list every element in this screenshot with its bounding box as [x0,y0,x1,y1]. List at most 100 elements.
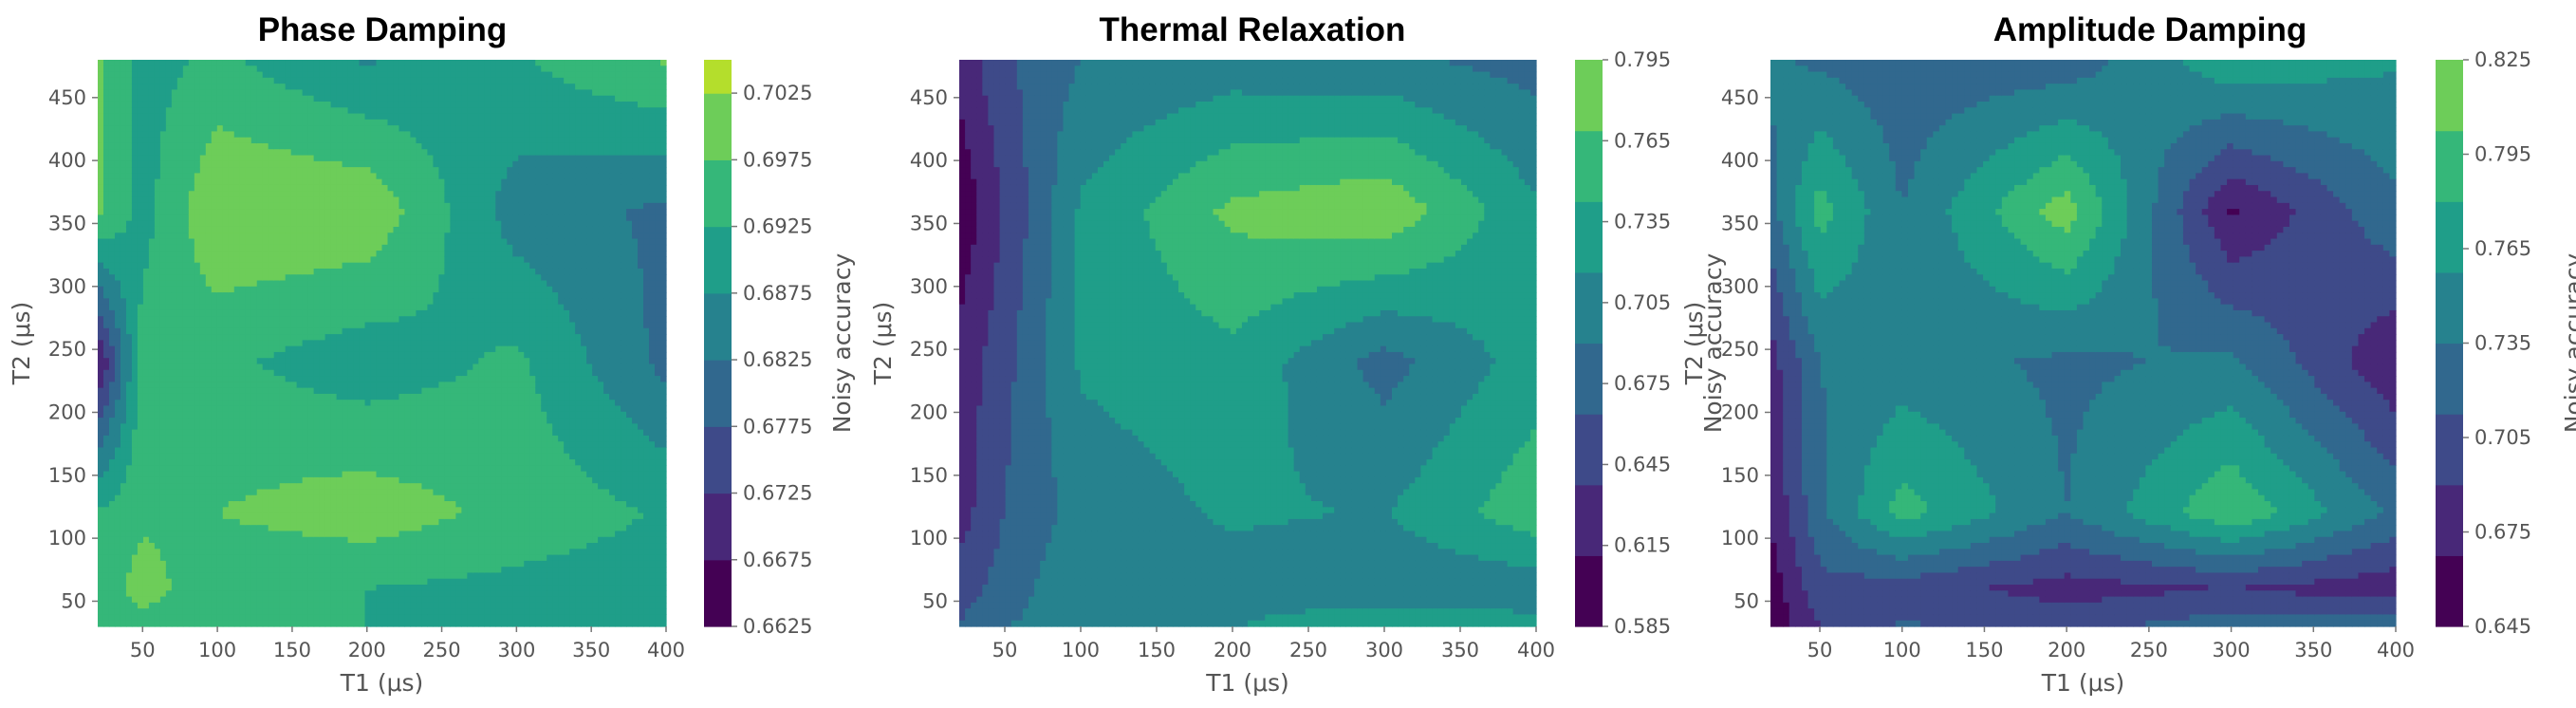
heatmap-cell [102,167,110,174]
heatmap-cell [194,280,201,288]
heatmap-cell [125,507,133,514]
heatmap-cell [159,178,167,186]
heatmap-cell [347,160,355,168]
heatmap-cell [307,327,315,335]
heatmap-cell [262,286,269,293]
heatmap-cell [324,77,332,84]
heatmap-cell [159,441,167,449]
heatmap-cell [182,518,190,526]
heatmap-cell [364,620,372,627]
heatmap-cell [148,590,156,598]
heatmap-cell [188,322,195,329]
heatmap-cell [290,405,298,413]
heatmap-cell [273,358,281,365]
heatmap-cell [381,518,389,526]
heatmap-cell [182,316,190,324]
heatmap-cell [279,512,287,520]
heatmap-cell [285,429,292,437]
heatmap-cell [307,411,315,419]
heatmap-cell [205,400,213,407]
heatmap-cell [165,65,173,73]
heatmap-cell [370,155,378,162]
heatmap-cell [262,184,269,192]
heatmap-cell [336,304,343,311]
heatmap-cell [188,507,195,514]
heatmap-cell [131,518,139,526]
heatmap-cell [330,554,338,562]
heatmap-cell [205,567,213,574]
heatmap-cell [114,585,121,591]
heatmap-cell [359,441,366,449]
heatmap-cell [256,280,264,288]
heatmap-cell [245,363,252,371]
heatmap-cell [176,233,184,240]
heatmap-cell [262,465,269,473]
heatmap-cell [285,536,292,544]
heatmap-cell [239,89,247,97]
heatmap-cell [250,471,258,478]
heatmap-cell [114,507,121,514]
heatmap-cell [336,369,343,377]
heatmap-cell [148,71,156,79]
heatmap-cell [205,387,213,395]
heatmap-cell [376,572,383,580]
heatmap-cell [102,536,110,544]
heatmap-cell [324,554,332,562]
heatmap-cell [273,387,281,395]
heatmap-cell [347,316,355,324]
heatmap-cell [296,95,304,102]
heatmap-cell [228,251,235,257]
heatmap-cell [250,95,258,102]
heatmap-cell [319,345,326,353]
heatmap-cell [131,298,139,306]
heatmap-cell [148,238,156,246]
heatmap-cell [114,602,121,609]
heatmap-cell [250,65,258,73]
heatmap-cell [188,405,195,413]
heatmap-cell [102,525,110,532]
heatmap-cell [205,226,213,233]
heatmap-cell [114,304,121,311]
heatmap-cell [370,507,378,514]
heatmap-cell [228,543,235,550]
heatmap-cell [302,107,309,115]
heatmap-cell [239,244,247,252]
heatmap-cell [137,543,144,550]
heatmap-cell [176,572,184,580]
heatmap-cell [142,411,150,419]
heatmap-cell [279,405,287,413]
heatmap-cell [228,429,235,437]
heatmap-cell [108,322,116,329]
heatmap-cell [285,84,292,91]
heatmap-cell [120,429,127,437]
heatmap-cell [302,238,309,246]
heatmap-cell [211,244,218,252]
heatmap-cell [233,363,241,371]
heatmap-cell [381,476,389,484]
heatmap-cell [285,286,292,293]
heatmap-cell [131,84,139,91]
heatmap-cell [376,226,383,233]
heatmap-cell [239,423,247,431]
heatmap-cell [370,369,378,377]
heatmap-cell [268,423,275,431]
heatmap-cell [102,238,110,246]
heatmap-cell [216,536,224,544]
heatmap-cell [159,572,167,580]
heatmap-cell [194,602,201,609]
heatmap-cell [194,214,201,222]
heatmap-cell [347,376,355,382]
heatmap-cell [211,191,218,198]
heatmap-cell [268,178,275,186]
heatmap-cell [216,202,224,210]
heatmap-cell [239,507,247,514]
heatmap-cell [176,453,184,460]
heatmap-cell [108,471,116,478]
heatmap-cell [319,363,326,371]
heatmap-cell [262,226,269,233]
heatmap-cell [256,405,264,413]
heatmap-cell [154,101,161,108]
heatmap-cell [359,608,366,616]
heatmap-cell [370,585,378,591]
heatmap-cell [108,585,116,591]
